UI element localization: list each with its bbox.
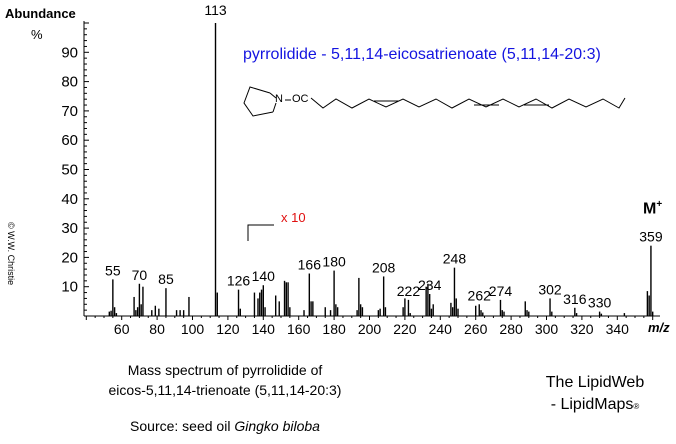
- brand-name: - LipidMaps: [550, 396, 634, 413]
- y-axis-title: Abundance: [5, 6, 76, 21]
- magnification-bracket: [247, 224, 274, 241]
- source-label: Source: seed oil: [130, 418, 235, 434]
- svg-text:40: 40: [61, 191, 78, 208]
- molecular-ion-charge: +: [656, 199, 663, 210]
- svg-text:10: 10: [61, 279, 78, 296]
- registered-mark: ®: [633, 402, 640, 411]
- svg-text:208: 208: [372, 259, 396, 275]
- svg-text:85: 85: [158, 271, 174, 287]
- chemical-structure-icon: [243, 86, 626, 117]
- caption-line-1: Mass spectrum of pyrrolidide of: [127, 362, 323, 378]
- svg-text:140: 140: [252, 321, 276, 337]
- svg-text:274: 274: [489, 283, 513, 299]
- svg-text:280: 280: [499, 321, 523, 337]
- svg-text:262: 262: [468, 287, 492, 303]
- svg-text:316: 316: [563, 291, 587, 307]
- svg-text:220: 220: [393, 321, 417, 337]
- x-axis-title: m/z: [648, 320, 670, 335]
- svg-text:222: 222: [397, 283, 421, 299]
- svg-text:55: 55: [105, 262, 121, 278]
- svg-text:330: 330: [588, 295, 612, 311]
- svg-text:302: 302: [538, 281, 562, 297]
- svg-text:70: 70: [61, 103, 78, 120]
- brand-block: The LipidWeb - LipidMaps®: [530, 372, 660, 418]
- source-species: Gingko biloba: [234, 418, 320, 434]
- svg-text:60: 60: [61, 132, 78, 149]
- brand-line-2: - LipidMaps®: [530, 394, 660, 418]
- y-axis-unit: %: [31, 27, 43, 42]
- svg-text:166: 166: [298, 257, 322, 273]
- svg-text:340: 340: [606, 321, 630, 337]
- svg-text:50: 50: [61, 162, 78, 179]
- svg-text:20: 20: [61, 249, 78, 266]
- molecular-ion-text: M: [643, 200, 657, 218]
- structure-nitrogen: N: [275, 93, 283, 105]
- svg-text:260: 260: [464, 321, 488, 337]
- svg-text:359: 359: [639, 229, 663, 245]
- molecular-ion-label: M+: [643, 199, 662, 218]
- svg-text:30: 30: [61, 220, 78, 237]
- svg-text:126: 126: [227, 273, 251, 289]
- svg-text:80: 80: [149, 321, 165, 337]
- svg-text:248: 248: [443, 251, 467, 267]
- brand-line-1: The LipidWeb: [545, 374, 645, 391]
- svg-text:240: 240: [429, 321, 453, 337]
- svg-text:234: 234: [418, 277, 442, 293]
- svg-text:70: 70: [132, 267, 148, 283]
- structure-carbonyl: OC: [292, 93, 309, 105]
- caption-source: Source: seed oil Gingko biloba: [100, 416, 350, 436]
- x-axis: 60 80 100 120 140 160 180 200 220 240 260 280 300 320…: [84, 315, 660, 337]
- peak-bars: [108, 23, 654, 316]
- caption-line-2: eicos-5,11,14-trienoate (5,11,14-20:3): [108, 382, 342, 398]
- svg-text:160: 160: [287, 321, 311, 337]
- svg-text:200: 200: [358, 321, 382, 337]
- copyright-notice: © W.W. Christie: [6, 222, 16, 286]
- svg-text:60: 60: [114, 321, 130, 337]
- svg-text:180: 180: [322, 321, 346, 337]
- svg-text:113: 113: [204, 2, 227, 18]
- svg-text:120: 120: [216, 321, 240, 337]
- compound-title: pyrrolidide - 5,11,14-eicosatrienoate (5…: [243, 46, 601, 63]
- svg-text:180: 180: [322, 254, 346, 270]
- svg-text:320: 320: [570, 321, 594, 337]
- y-axis: 10 20 30 40 50 60 70 80 90: [61, 21, 89, 316]
- svg-text:300: 300: [535, 321, 559, 337]
- svg-text:80: 80: [61, 74, 78, 91]
- svg-text:100: 100: [181, 321, 205, 337]
- svg-text:90: 90: [61, 44, 78, 61]
- magnification-label: x 10: [281, 210, 306, 225]
- svg-text:140: 140: [252, 268, 276, 284]
- figure-caption: Mass spectrum of pyrrolidide of eicos-5,…: [100, 360, 350, 436]
